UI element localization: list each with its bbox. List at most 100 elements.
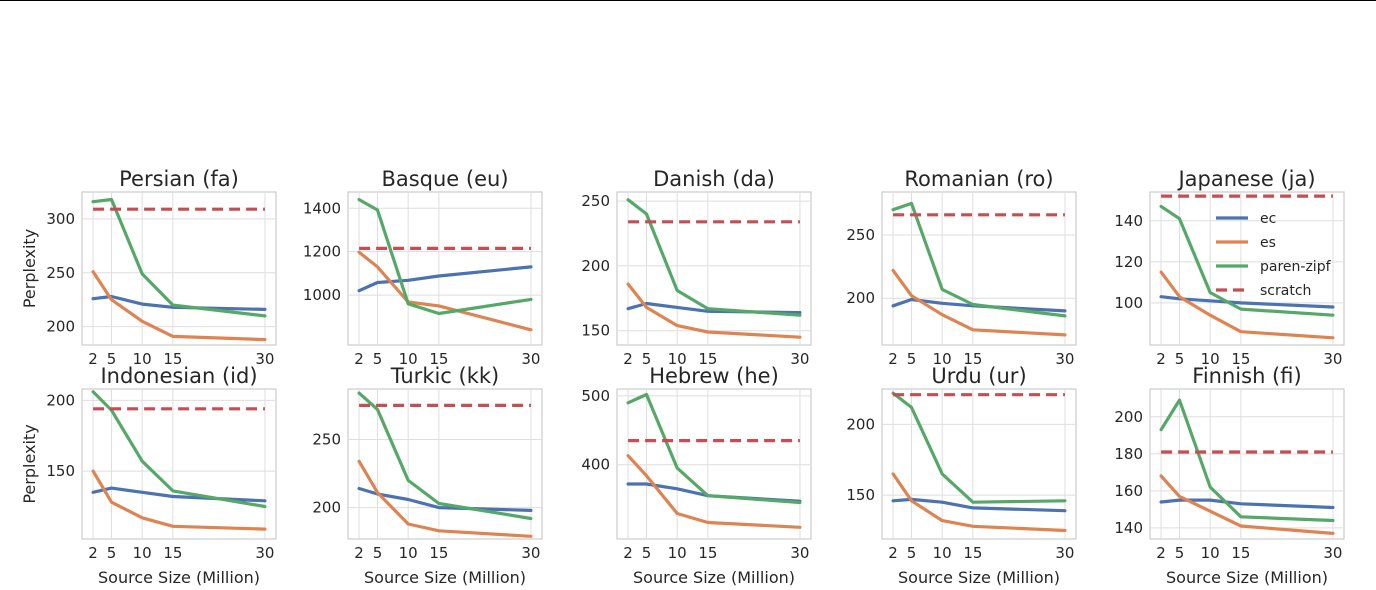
y-tick-label: 200	[581, 257, 610, 275]
x-tick-label: 30	[790, 350, 809, 368]
axes-frame	[81, 191, 277, 346]
panel-title: Hebrew (he)	[649, 364, 779, 388]
x-tick-label: 15	[1231, 544, 1250, 562]
x-axis-label: Source Size (Million)	[633, 568, 795, 587]
x-tick-label: 30	[1055, 350, 1074, 368]
series-line-ec	[891, 497, 1067, 513]
axes-frame	[881, 191, 1077, 346]
x-tick-label: 2	[88, 350, 98, 368]
panel-indonesian-id: 2 5 10 15 30 150 200 Indonesian (id) Perplexity S…	[20, 364, 277, 587]
x-tick-label: 15	[1231, 350, 1250, 368]
x-tick-label: 30	[790, 544, 809, 562]
series-line-es	[891, 268, 1067, 337]
x-tick-label: 30	[1055, 544, 1074, 562]
y-tick-label: 1400	[303, 199, 341, 217]
series-line-es	[626, 282, 802, 339]
panel-title: Persian (fa)	[119, 167, 239, 191]
x-tick-label: 10	[668, 350, 687, 368]
x-tick-label: 5	[642, 544, 652, 562]
x-tick-label: 2	[1156, 544, 1166, 562]
series-line-paren-zipf	[357, 198, 533, 316]
x-tick-label: 15	[698, 544, 717, 562]
y-tick-label: 300	[46, 210, 75, 228]
y-tick-label: 250	[46, 264, 75, 282]
panel-title: Danish (da)	[653, 167, 775, 191]
x-tick-label: 15	[163, 350, 182, 368]
x-tick-label: 5	[642, 350, 652, 368]
panel-hebrew-he: 2 5 10 15 30 400 500 Hebrew (he) Source Size (Mi…	[581, 364, 812, 587]
top-rule	[0, 0, 1376, 1]
y-tick-label: 140	[1114, 212, 1143, 230]
y-tick-label: 120	[1114, 253, 1143, 271]
panel-finnish-fi: 2 5 10 15 30 140 160 180 200 Finnish (fi) Source S…	[1114, 364, 1345, 587]
y-tick-label: 1200	[303, 243, 341, 261]
y-tick-label: 160	[1114, 482, 1143, 500]
panel-title: Turkic (kk)	[390, 364, 500, 388]
panel-title: Indonesian (id)	[100, 364, 257, 388]
y-tick-label: 500	[581, 387, 610, 405]
series-line-paren-zipf	[91, 197, 267, 318]
y-tick-label: 200	[846, 289, 875, 307]
axes-frame	[1149, 388, 1345, 540]
y-tick-label: 250	[846, 226, 875, 244]
panel-title: Urdu (ur)	[931, 364, 1026, 388]
x-tick-label: 10	[399, 544, 418, 562]
series-line-paren-zipf	[626, 392, 802, 505]
x-axis-label: Source Size (Million)	[364, 568, 526, 587]
x-tick-label: 15	[963, 544, 982, 562]
panel-title: Basque (eu)	[381, 167, 508, 191]
y-tick-label: 400	[581, 456, 610, 474]
y-tick-label: 140	[1114, 519, 1143, 537]
x-tick-label: 2	[354, 350, 364, 368]
panel-romanian-ro: 2 5 10 15 30 200 250 Romanian (ro)	[846, 167, 1077, 368]
x-axis-label: Source Size (Million)	[898, 568, 1060, 587]
x-tick-label: 10	[1201, 350, 1220, 368]
y-tick-label: 200	[46, 391, 75, 409]
panel-turkic-kk: 2 5 10 15 30 200 250 Turkic (kk) Source Size (Mi…	[312, 364, 543, 587]
x-tick-label: 10	[1201, 544, 1220, 562]
x-tick-label: 15	[163, 544, 182, 562]
x-tick-label: 30	[1323, 350, 1342, 368]
x-tick-label: 30	[255, 544, 274, 562]
legend-label-es: es	[1260, 235, 1276, 251]
series-line-paren-zipf	[91, 390, 267, 509]
x-tick-label: 10	[933, 544, 952, 562]
series-line-paren-zipf	[626, 198, 802, 317]
panel-title: Japanese (ja)	[1176, 167, 1315, 191]
series-line-es	[357, 459, 533, 538]
x-tick-label: 5	[907, 544, 917, 562]
x-tick-label: 2	[888, 350, 898, 368]
x-tick-label: 10	[668, 544, 687, 562]
x-tick-label: 5	[907, 350, 917, 368]
panel-persian-fa: 2 5 10 15 30 200 250 300 Persian (fa) Perplexity	[20, 167, 277, 368]
y-tick-label: 1000	[303, 286, 341, 304]
x-tick-label: 10	[399, 350, 418, 368]
y-tick-label: 200	[312, 499, 341, 517]
y-tick-label: 100	[1114, 294, 1143, 312]
y-axis-label: Perplexity	[20, 424, 39, 503]
x-tick-label: 5	[107, 350, 117, 368]
series-line-es	[91, 469, 267, 531]
legend-label-ec: ec	[1260, 211, 1276, 227]
x-tick-label: 15	[429, 350, 448, 368]
series-line-ec	[1159, 295, 1335, 309]
x-axis-label: Source Size (Million)	[98, 568, 260, 587]
panel-title: Finnish (fi)	[1192, 364, 1301, 388]
y-axis-label: Perplexity	[20, 229, 39, 308]
y-tick-label: 200	[1114, 408, 1143, 426]
series-line-paren-zipf	[1159, 398, 1335, 523]
series-line-paren-zipf	[357, 391, 533, 521]
series-line-es	[626, 454, 802, 529]
series-line-es	[1159, 270, 1335, 340]
series-line-es	[91, 270, 267, 342]
x-tick-label: 2	[623, 350, 633, 368]
x-tick-label: 5	[1175, 544, 1185, 562]
x-tick-label: 5	[1175, 350, 1185, 368]
x-tick-label: 10	[133, 350, 152, 368]
x-tick-label: 15	[698, 350, 717, 368]
series-line-paren-zipf	[891, 391, 1067, 504]
x-tick-label: 2	[1156, 350, 1166, 368]
x-tick-label: 30	[521, 350, 540, 368]
series-line-es	[891, 472, 1067, 533]
